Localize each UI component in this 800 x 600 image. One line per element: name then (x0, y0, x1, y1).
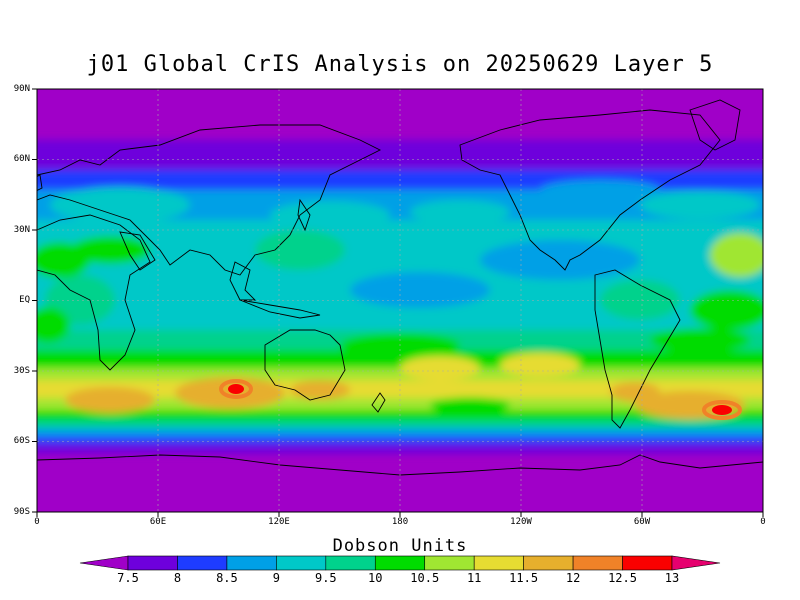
colorbar-swatch (523, 555, 574, 571)
arabia-outline (119, 231, 156, 271)
lat-tick-label: 90S (13, 507, 30, 517)
colorbar-level-label: 11.5 (509, 571, 539, 585)
lat-tick-label: 30N (13, 225, 30, 235)
lon-tick-label: 120E (268, 517, 290, 527)
colorbar-level-label: 9.5 (314, 571, 337, 585)
colorbar-swatch (622, 555, 673, 571)
graticule (37, 89, 763, 512)
lon-tick-label: 0 (760, 517, 766, 527)
colorbar-level-label: 10.5 (410, 571, 440, 585)
colorbar-level-label: 12.5 (608, 571, 637, 585)
colorbar-swatch (473, 555, 524, 571)
lat-tick-label: 60S (13, 436, 30, 446)
colorbar-level-label: 8.5 (216, 571, 238, 585)
europe-asia-outline (37, 124, 382, 276)
colorbar-swatch (226, 555, 277, 571)
colorbar-swatch (177, 555, 228, 571)
colorbar-swatch (374, 555, 426, 571)
colorbar-max-arrow (671, 555, 721, 571)
colorbar-level-label: 13 (664, 571, 680, 585)
colorbar-level-label: 8 (173, 571, 182, 585)
greenland-outline (689, 99, 741, 151)
africa-outline (37, 214, 151, 371)
lon-tick-label: 60E (149, 517, 167, 527)
map-title: j01 Global CrIS Analysis on 20250629 Lay… (86, 52, 714, 77)
lat-tick-label: 90N (13, 84, 30, 94)
new-zealand-outline (371, 392, 386, 413)
uk-outline (37, 174, 43, 192)
colorbar (79, 555, 721, 571)
colorbar-level-label: 11 (466, 571, 482, 585)
south-america-outline (594, 269, 681, 429)
colorbar-swatch (572, 555, 623, 571)
colorbar-level-label: 12 (565, 571, 581, 585)
colorbar-swatch (325, 555, 376, 571)
japan-outline (297, 198, 311, 232)
lat-tick-label: EQ (19, 295, 30, 305)
antarctica-outline (37, 454, 763, 476)
colorbar-min-arrow (79, 555, 129, 571)
australia-outline (264, 329, 346, 401)
colorbar-level-label: 10 (368, 571, 383, 585)
lon-tick-label: 120W (510, 517, 532, 527)
lat-tick-label: 60N (13, 154, 30, 164)
lon-tick-label: 180 (391, 517, 409, 527)
indochina-outline (229, 261, 257, 301)
north-america-outline (459, 109, 721, 271)
colorbar-swatch (424, 555, 475, 571)
coastlines (37, 99, 763, 476)
colorbar-swatch (276, 555, 327, 571)
colorbar-level-label: 9 (272, 571, 280, 585)
lat-tick-label: 30S (13, 366, 30, 376)
lon-tick-label: 60W (633, 517, 651, 527)
colorbar-swatch (127, 555, 178, 571)
colorbar-level-label: 7.5 (117, 571, 139, 585)
lon-tick-label: 0 (34, 517, 40, 527)
axis-ticks (32, 88, 764, 517)
colorbar-title: Dobson Units (332, 536, 468, 556)
indonesia-outline (239, 299, 321, 319)
